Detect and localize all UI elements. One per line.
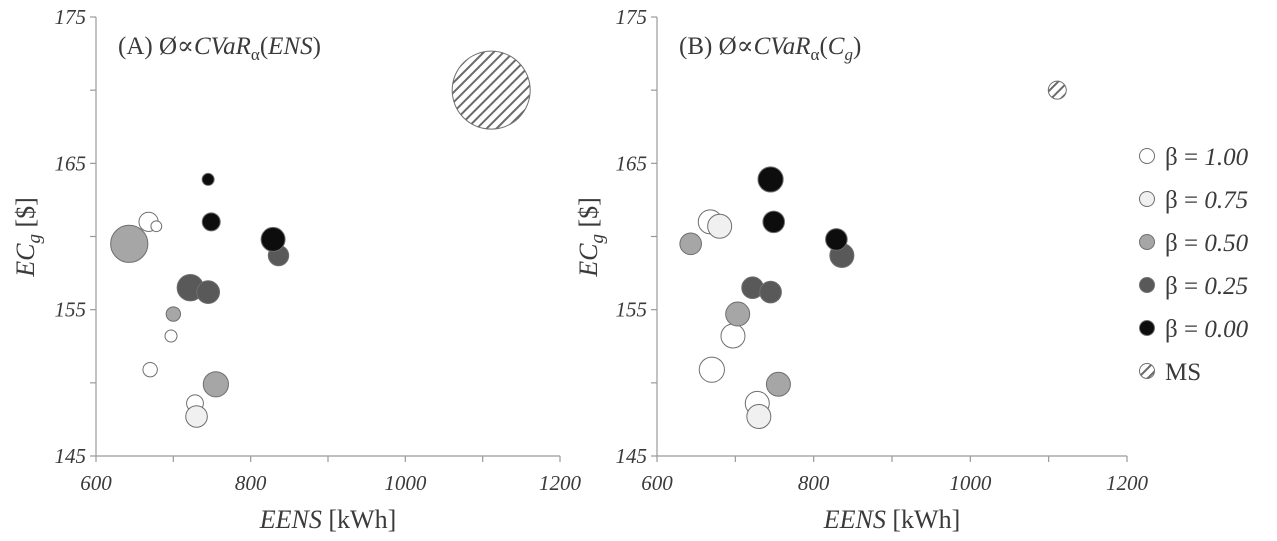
data-point	[142, 361, 158, 378]
data-point	[765, 371, 791, 397]
series-0.00	[757, 166, 848, 251]
data-point	[196, 280, 221, 305]
x-tick-label: 600	[80, 471, 112, 495]
legend-marker	[1139, 277, 1155, 293]
y-tick-label: 165	[616, 151, 648, 175]
y-tick-label: 155	[616, 298, 648, 322]
y-tick-label: 175	[616, 5, 648, 29]
legend-label: β = 1.00	[1165, 144, 1249, 171]
panel-title: (B) Ø∝CVaRα(Cg)	[679, 33, 861, 64]
y-tick-label: 175	[55, 5, 87, 29]
data-point	[759, 280, 782, 304]
legend-label: β = 0.25	[1165, 273, 1248, 300]
legend-label: β = 0.00	[1165, 316, 1249, 343]
x-tick-label: 800	[235, 471, 267, 495]
data-point	[164, 329, 178, 343]
legend-marker	[1139, 320, 1155, 336]
y-axis-title: ECg [$]	[11, 197, 45, 278]
series-0.25	[176, 244, 290, 305]
data-point	[451, 50, 531, 130]
series-0.50	[110, 224, 229, 398]
y-axis-title: ECg [$]	[574, 197, 608, 278]
data-point	[698, 356, 725, 383]
panel-b: 145 155 165 175 600 800 1000 1200 EENS [kWh] ECg …	[574, 5, 1149, 534]
x-tick-label: 600	[641, 471, 673, 495]
data-point	[679, 232, 702, 256]
x-axis-title: EENS [kWh]	[259, 505, 396, 534]
data-point	[201, 172, 215, 186]
x-axis-title: EENS [kWh]	[823, 505, 960, 534]
y-tick-label: 145	[616, 444, 648, 468]
x-tick-label: 1000	[949, 471, 992, 495]
data-point	[1047, 80, 1067, 100]
x-tick-label: 1200	[1106, 471, 1149, 495]
legend-marker	[1139, 191, 1155, 207]
panel-title: (A) Ø∝CVaRα(ENS)	[118, 33, 321, 64]
data-point	[720, 323, 746, 349]
data-point	[202, 371, 229, 398]
data-point	[746, 403, 772, 429]
panel-a: 145 155 165 175 600 800 1000 1200 EENS [kWh] ECg …	[11, 5, 582, 534]
y-tick-label: 155	[55, 298, 87, 322]
series-ms	[1047, 80, 1067, 100]
series-ms	[451, 50, 531, 130]
legend-marker	[1139, 234, 1155, 250]
data-point	[201, 212, 221, 232]
series-0.75	[185, 405, 208, 428]
data-point	[757, 166, 784, 193]
series-0.75	[707, 213, 772, 429]
legend-marker	[1139, 363, 1155, 379]
legend-label: β = 0.75	[1165, 187, 1248, 214]
data-point	[150, 220, 163, 233]
data-point	[707, 213, 733, 239]
y-tick-label: 165	[55, 151, 87, 175]
legend: β = 1.00 β = 0.75 β = 0.50 β = 0.25 β = 0.00…	[1139, 144, 1249, 386]
x-tick-label: 1000	[384, 471, 427, 495]
data-point	[110, 224, 149, 263]
data-point	[825, 228, 848, 251]
series-0.25	[741, 243, 855, 304]
data-point	[260, 226, 286, 252]
x-tick-label: 800	[798, 471, 830, 495]
y-tick-label: 145	[55, 444, 87, 468]
series-0.50	[679, 232, 791, 397]
legend-marker	[1139, 148, 1155, 164]
data-point	[185, 405, 208, 428]
legend-label: MS	[1165, 359, 1201, 386]
series-0.00	[201, 172, 286, 252]
data-point	[762, 210, 786, 234]
data-point	[165, 306, 182, 322]
legend-label: β = 0.50	[1165, 230, 1249, 257]
data-point	[725, 301, 751, 327]
x-tick-label: 1200	[539, 471, 582, 495]
